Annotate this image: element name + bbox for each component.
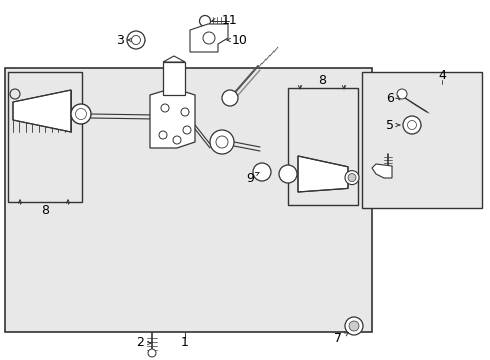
Circle shape	[397, 89, 407, 99]
Circle shape	[199, 15, 211, 27]
Text: 4: 4	[438, 68, 446, 81]
Text: 6: 6	[386, 91, 394, 104]
Text: 8: 8	[41, 203, 49, 216]
Circle shape	[183, 126, 191, 134]
Circle shape	[71, 104, 91, 124]
Circle shape	[348, 174, 356, 181]
Bar	[362, 72, 482, 208]
Circle shape	[253, 163, 271, 181]
Polygon shape	[150, 88, 195, 148]
Circle shape	[203, 32, 215, 44]
Text: 2: 2	[136, 337, 144, 350]
Polygon shape	[190, 24, 228, 52]
Text: 11: 11	[222, 14, 238, 27]
Polygon shape	[163, 62, 185, 95]
Circle shape	[349, 321, 359, 331]
Polygon shape	[298, 156, 348, 192]
Circle shape	[181, 108, 189, 116]
Text: 7: 7	[334, 332, 342, 345]
Circle shape	[148, 349, 156, 357]
Polygon shape	[163, 56, 185, 62]
Text: 5: 5	[386, 118, 394, 131]
Bar	[5, 68, 372, 332]
Circle shape	[210, 130, 234, 154]
Text: 10: 10	[232, 33, 248, 46]
Bar	[8, 72, 82, 202]
Circle shape	[173, 136, 181, 144]
Circle shape	[222, 90, 238, 106]
Circle shape	[159, 131, 167, 139]
Circle shape	[403, 116, 421, 134]
Polygon shape	[13, 90, 71, 132]
Circle shape	[216, 136, 228, 148]
Circle shape	[161, 104, 169, 112]
Circle shape	[345, 317, 363, 335]
Circle shape	[408, 121, 416, 130]
Circle shape	[127, 31, 145, 49]
Text: 3: 3	[116, 33, 124, 46]
Text: 8: 8	[318, 73, 326, 86]
Circle shape	[345, 171, 359, 185]
Polygon shape	[372, 164, 392, 178]
Text: 1: 1	[181, 337, 189, 350]
Circle shape	[131, 36, 141, 45]
Circle shape	[279, 165, 297, 183]
Text: 9: 9	[246, 171, 254, 185]
Bar	[288, 88, 358, 205]
